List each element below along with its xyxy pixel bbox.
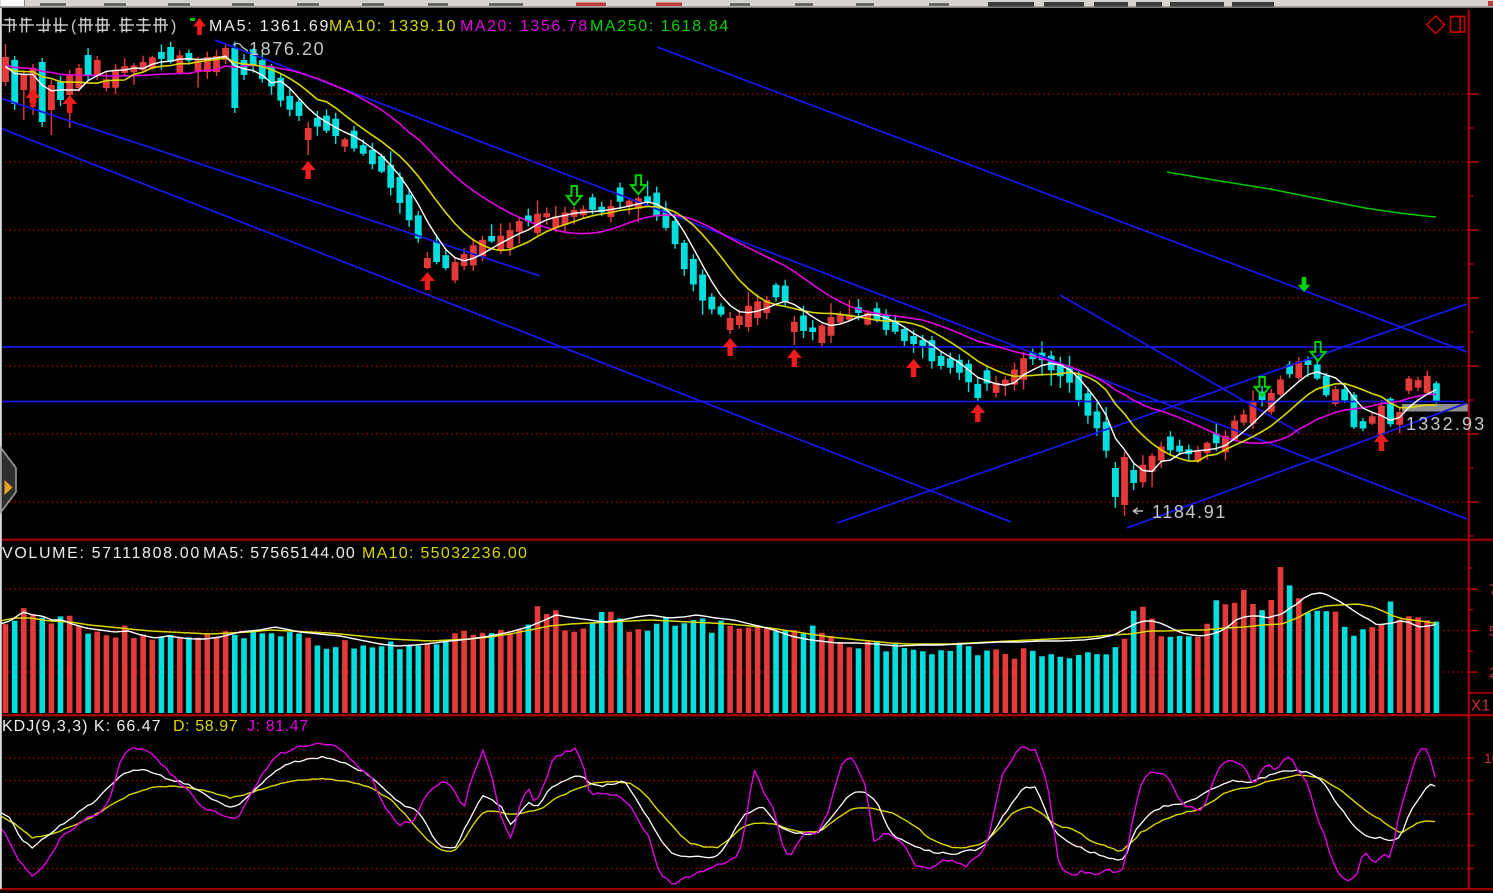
svg-text:1332.93: 1332.93: [1406, 414, 1486, 434]
svg-text:1876.20: 1876.20: [249, 39, 325, 59]
svg-text:MA5: 1361.69: MA5: 1361.69: [209, 18, 330, 35]
svg-text:(: (: [71, 18, 77, 35]
svg-text:50000000: 50000000: [1489, 623, 1493, 640]
svg-text:.: .: [112, 18, 116, 35]
svg-text:MA20: 1356.78: MA20: 1356.78: [460, 18, 589, 35]
svg-text:MA10: 1339.10: MA10: 1339.10: [329, 18, 457, 35]
svg-text:J: 81.47: J: 81.47: [247, 718, 309, 735]
svg-text:MA5: 57565144.00: MA5: 57565144.00: [203, 545, 356, 562]
svg-text:25000000: 25000000: [1489, 665, 1493, 682]
svg-text:MA10: 55032236.00: MA10: 55032236.00: [362, 545, 528, 562]
svg-text:1184.91: 1184.91: [1152, 502, 1227, 522]
svg-text:75000000: 75000000: [1489, 582, 1493, 599]
svg-text:VOLUME: 57111808.00: VOLUME: 57111808.00: [2, 545, 201, 562]
svg-text:100.00: 100.00: [1484, 750, 1493, 766]
svg-text:KDJ(9,3,3) K: 66.47: KDJ(9,3,3) K: 66.47: [2, 718, 162, 735]
svg-text:MA250: 1618.84: MA250: 1618.84: [590, 18, 730, 35]
svg-text:D: 58.97: D: 58.97: [173, 718, 238, 735]
svg-text:): ): [171, 18, 176, 35]
svg-text:X1: X1: [1471, 698, 1490, 715]
